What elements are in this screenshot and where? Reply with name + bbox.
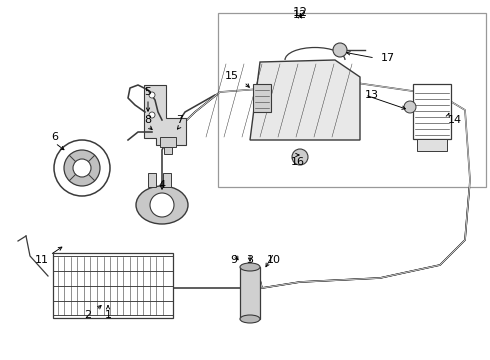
Text: 11: 11 [35,255,49,265]
Text: 4: 4 [158,180,166,190]
Bar [413,84,451,139]
Circle shape [149,92,155,98]
Bar [417,139,447,151]
Bar [163,173,171,187]
Circle shape [64,150,100,186]
Circle shape [333,43,347,57]
Circle shape [150,193,174,217]
Bar [240,267,260,319]
Ellipse shape [136,186,188,224]
Polygon shape [144,85,186,145]
Circle shape [404,101,416,113]
Bar [218,13,486,187]
Text: 3: 3 [246,255,253,265]
Text: 12: 12 [293,10,307,20]
Text: 1: 1 [104,310,112,320]
Text: 17: 17 [381,53,395,63]
Bar [148,173,156,187]
Circle shape [292,149,308,165]
Text: 10: 10 [267,255,281,265]
Text: 12: 12 [293,6,307,19]
Ellipse shape [240,263,260,271]
Circle shape [54,140,110,196]
Text: 15: 15 [225,71,239,81]
Polygon shape [250,60,360,140]
Bar [160,137,176,147]
Text: 5: 5 [145,87,151,97]
Bar [164,147,172,154]
Text: 8: 8 [145,115,151,125]
Text: 7: 7 [176,115,184,125]
Text: 9: 9 [230,255,238,265]
Text: 2: 2 [84,310,92,320]
Text: 14: 14 [448,115,462,125]
Bar [53,253,173,318]
Circle shape [149,112,155,118]
Text: 16: 16 [291,157,305,167]
Circle shape [73,159,91,177]
Text: 13: 13 [365,90,379,100]
Ellipse shape [240,315,260,323]
Text: 6: 6 [51,132,58,142]
Bar [253,84,271,112]
